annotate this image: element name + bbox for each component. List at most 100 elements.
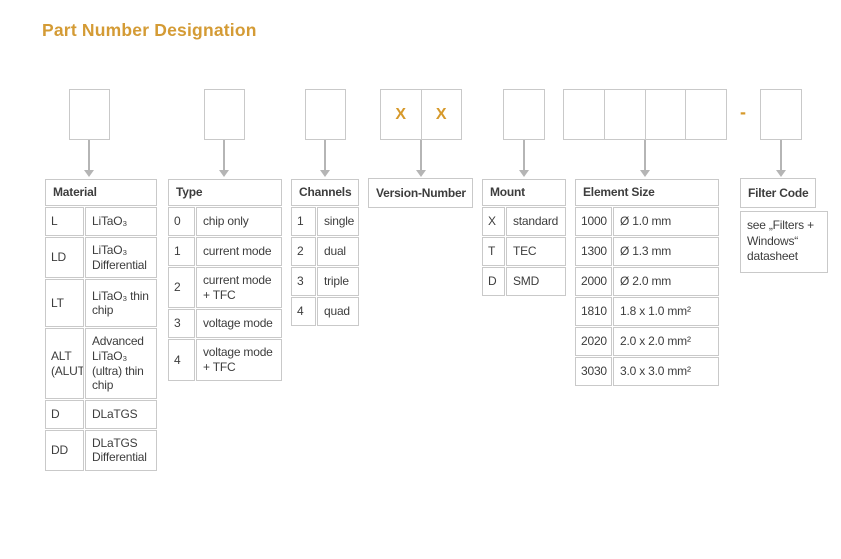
type-desc: current mode [196, 237, 282, 266]
part-box-element-size [563, 89, 727, 140]
arrow-down-mount [523, 140, 525, 170]
table-row: 1810 1.8 x 1.0 mm² [575, 297, 719, 326]
mount-header: Mount [482, 179, 566, 206]
element-size-table: Element Size 1000 Ø 1.0 mm 1300 Ø 1.3 mm… [574, 178, 720, 387]
page-title: Part Number Designation [42, 20, 257, 40]
arrow-down-element-size [644, 140, 646, 170]
table-header-row: Material [45, 179, 157, 206]
element-size-cell [603, 90, 645, 139]
material-header: Material [45, 179, 157, 206]
type-code: 4 [168, 339, 195, 381]
version-number-header: Version-Number [368, 178, 473, 208]
channels-code: 3 [291, 267, 316, 296]
table-row: 2000 Ø 2.0 mm [575, 267, 719, 296]
channels-table: Channels 1 single 2 dual 3 triple 4 quad [290, 178, 360, 327]
table-row: ALT (ALUT) Advanced LiTaO₃ (ultra) thin … [45, 328, 157, 399]
table-row: 1000 Ø 1.0 mm [575, 207, 719, 236]
arrow-down-type [223, 140, 225, 170]
table-row: 4 quad [291, 297, 359, 326]
element-size-cell [644, 90, 686, 139]
table-row: X standard [482, 207, 566, 236]
material-desc: LiTaO₃ Differential [85, 237, 157, 279]
material-desc: LiTaO₃ [85, 207, 157, 236]
part-box-channels [305, 89, 346, 140]
material-code: ALT (ALUT) [45, 328, 84, 399]
table-row: D SMD [482, 267, 566, 296]
table-header-row: Channels [291, 179, 359, 206]
material-code: LT [45, 279, 84, 328]
element-size-code: 3030 [575, 357, 612, 386]
filter-code-note: see „Filters + Windows“ datasheet [740, 211, 828, 273]
part-box-version-number: X X [380, 89, 462, 140]
version-x-cell: X [395, 105, 407, 123]
element-size-desc: 1.8 x 1.0 mm² [613, 297, 719, 326]
type-desc: chip only [196, 207, 282, 236]
arrow-down-version-number [420, 140, 422, 170]
type-desc: current mode + TFC [196, 267, 282, 309]
filter-code-header: Filter Code [740, 178, 816, 208]
element-size-desc: 3.0 x 3.0 mm² [613, 357, 719, 386]
channels-code: 4 [291, 297, 316, 326]
part-number-hyphen: - [740, 102, 746, 122]
mount-code: D [482, 267, 505, 296]
element-size-cell [564, 90, 604, 139]
mount-desc: SMD [506, 267, 566, 296]
mount-desc: standard [506, 207, 566, 236]
element-size-desc: Ø 1.0 mm [613, 207, 719, 236]
element-size-desc: 2.0 x 2.0 mm² [613, 327, 719, 356]
table-row: 3030 3.0 x 3.0 mm² [575, 357, 719, 386]
table-header-row: Element Size [575, 179, 719, 206]
part-box-material [69, 89, 110, 140]
material-desc: DLaTGS [85, 399, 157, 429]
table-row: LD LiTaO₃ Differential [45, 237, 157, 279]
type-header: Type [168, 179, 282, 206]
table-header-row: Mount [482, 179, 566, 206]
table-row: 2 dual [291, 237, 359, 266]
mount-table: Mount X standard T TEC D SMD [481, 178, 567, 297]
table-row: T TEC [482, 237, 566, 266]
arrow-down-material [88, 140, 90, 170]
element-size-desc: Ø 1.3 mm [613, 237, 719, 266]
arrow-down-channels [324, 140, 326, 170]
part-box-type [204, 89, 245, 140]
table-row: DD DLaTGS Differential [45, 429, 157, 471]
element-size-code: 1000 [575, 207, 612, 236]
mount-code: X [482, 207, 505, 236]
element-size-code: 2020 [575, 327, 612, 356]
material-code: L [45, 207, 84, 236]
arrow-down-filter-code [780, 140, 782, 170]
type-code: 3 [168, 309, 195, 339]
version-x-cell: X [420, 90, 462, 139]
type-desc: voltage mode + TFC [196, 339, 282, 381]
material-code: DD [45, 429, 84, 471]
element-size-code: 1300 [575, 237, 612, 266]
table-row: 0 chip only [168, 207, 282, 236]
material-desc: LiTaO₃ thin chip [85, 279, 157, 328]
table-row: L LiTaO₃ [45, 207, 157, 236]
element-size-code: 2000 [575, 267, 612, 296]
table-row: 3 voltage mode [168, 309, 282, 339]
channels-header: Channels [291, 179, 359, 206]
part-box-filter-code [760, 89, 802, 140]
material-code: D [45, 399, 84, 429]
mount-desc: TEC [506, 237, 566, 266]
element-size-code: 1810 [575, 297, 612, 326]
channels-desc: quad [317, 297, 359, 326]
type-table: Type 0 chip only 1 current mode 2 curren… [167, 178, 283, 382]
type-desc: voltage mode [196, 309, 282, 339]
table-row: 1 current mode [168, 237, 282, 266]
channels-desc: single [317, 207, 359, 236]
table-row: 4 voltage mode + TFC [168, 339, 282, 381]
material-desc: Advanced LiTaO₃ (ultra) thin chip [85, 328, 157, 399]
mount-code: T [482, 237, 505, 266]
type-code: 1 [168, 237, 195, 266]
table-row: 2 current mode + TFC [168, 267, 282, 309]
type-code: 2 [168, 267, 195, 309]
channels-code: 2 [291, 237, 316, 266]
channels-code: 1 [291, 207, 316, 236]
channels-desc: triple [317, 267, 359, 296]
material-table: Material L LiTaO₃ LD LiTaO₃ Differential… [44, 178, 158, 472]
table-header-row: Type [168, 179, 282, 206]
material-code: LD [45, 237, 84, 279]
